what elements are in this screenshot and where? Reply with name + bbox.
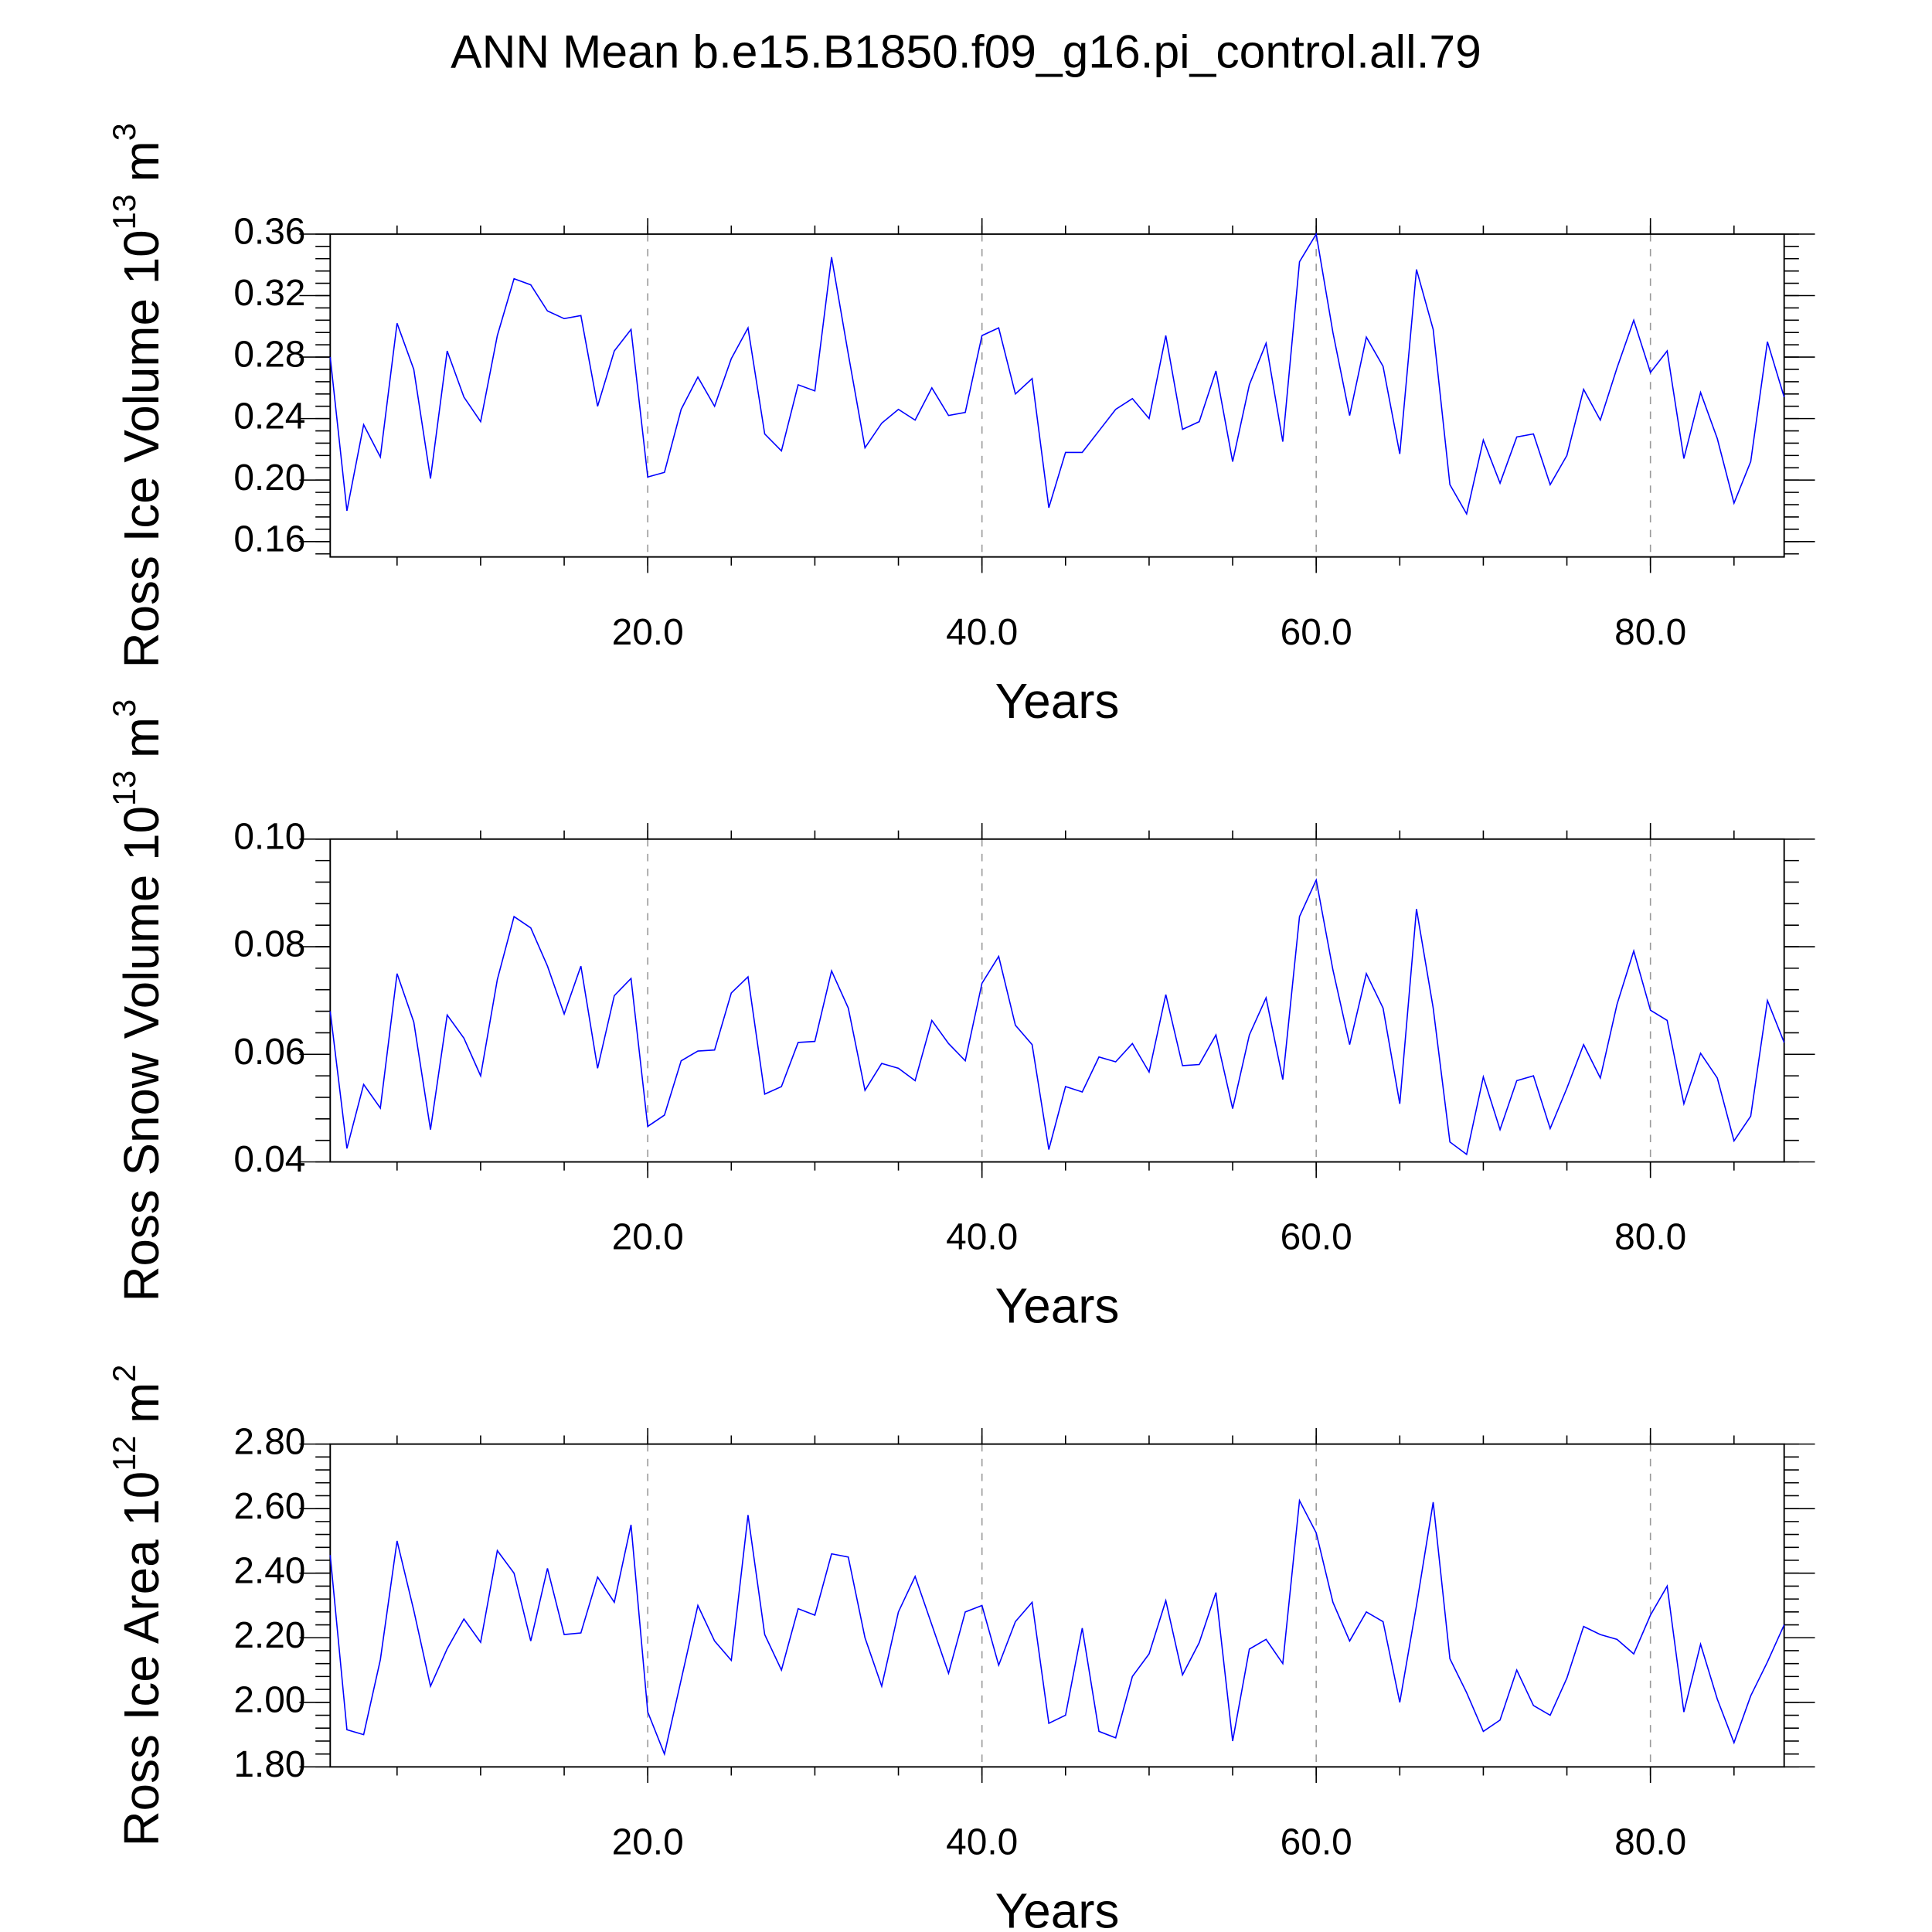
x-tick-label: 20.0 [612,1217,684,1258]
y-tick-label: 2.60 [233,1486,305,1527]
x-tick-label: 60.0 [1281,1821,1352,1862]
y-axis-label-part: m [114,141,169,182]
y-axis-label: Ross Ice Area 1012 m2 [107,1365,169,1847]
y-axis-label-part: m [114,1383,169,1423]
y-axis-label-part: m [114,717,169,758]
y-tick-label: 0.08 [233,924,305,965]
y-axis-label-part: Ross Ice Volume 10 [114,230,169,668]
y-axis-label-exponent: 3 [107,123,143,141]
y-tick-label: 0.32 [233,273,305,314]
panel: 20.0 40.0 60.0 80.0 0.04 0.06 0.08 0.10 Years Ros… [107,699,1815,1334]
x-tick-label: 40.0 [946,1217,1018,1258]
y-axis-label-part: Ross Ice Area 10 [114,1471,169,1847]
y-tick-label: 0.10 [233,816,305,857]
y-tick-label: 2.40 [233,1550,305,1591]
x-axis-label: Years [995,1278,1120,1334]
x-axis-label: Years [995,673,1120,729]
y-tick-label: 0.04 [233,1139,305,1180]
y-axis-label-exponent: 13 [107,194,143,230]
x-tick-label: 80.0 [1614,1217,1686,1258]
y-tick-label: 2.20 [233,1615,305,1656]
plot-frame [329,838,1785,1163]
y-tick-label: 2.80 [233,1421,305,1462]
y-axis-label-exponent: 13 [107,770,143,806]
x-axis-label: Years [995,1883,1120,1932]
plot-frame [329,1443,1785,1768]
x-tick-label: 80.0 [1614,1821,1686,1862]
y-tick-label: 2.00 [233,1679,305,1720]
y-tick-label: 1.80 [233,1744,305,1785]
y-axis-label: Ross Ice Volume 1013 m3 [107,123,169,668]
x-tick-label: 60.0 [1281,612,1352,653]
x-tick-label: 80.0 [1614,612,1686,653]
x-tick-label: 20.0 [612,612,684,653]
data-line [329,1498,1785,1757]
y-axis-label-exponent: 2 [107,1365,143,1383]
panel: 20.0 40.0 60.0 80.0 1.80 2.00 2.20 2.40 2.60 2.80… [107,1365,1815,1932]
panel: 20.0 40.0 60.0 80.0 0.16 0.20 0.24 0.28 0.32 0.36… [107,123,1815,729]
y-axis-label-exponent: 12 [107,1436,143,1471]
y-axis-label-part: Ross Snow Volume 10 [114,806,169,1302]
figure-title: ANN Mean b.e15.B1850.f09_g16.pi_control.… [451,26,1481,78]
y-tick-label: 0.06 [233,1032,305,1073]
x-tick-label: 40.0 [946,1821,1018,1862]
y-tick-label: 0.36 [233,212,305,253]
data-line [329,878,1785,1156]
y-tick-label: 0.16 [233,519,305,560]
y-tick-label: 0.24 [233,396,305,437]
data-line [329,232,1785,516]
x-tick-label: 20.0 [612,1821,684,1862]
y-tick-label: 0.20 [233,457,305,498]
y-tick-label: 0.28 [233,335,305,376]
y-axis-label-exponent: 3 [107,699,143,717]
x-tick-label: 60.0 [1281,1217,1352,1258]
y-axis-label: Ross Snow Volume 1013 m3 [107,699,169,1302]
x-tick-label: 40.0 [946,612,1018,653]
